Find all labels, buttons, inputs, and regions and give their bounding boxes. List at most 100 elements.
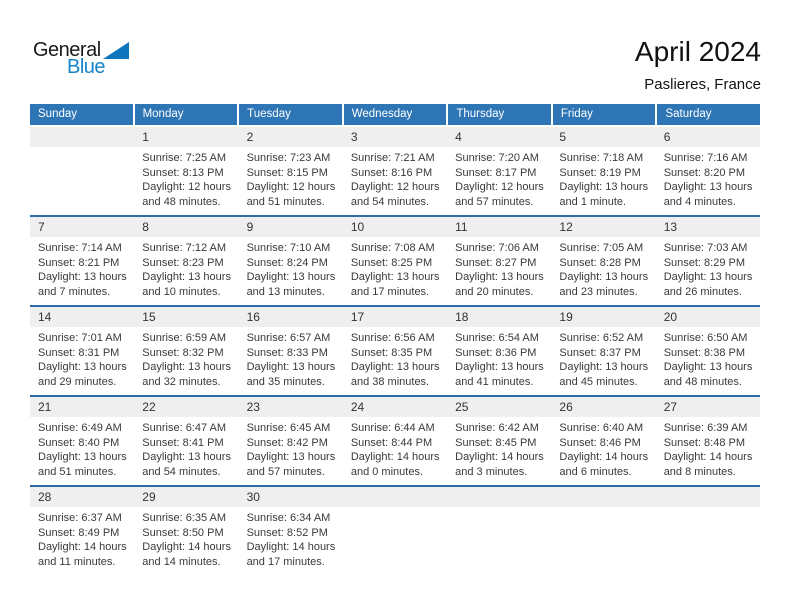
day-detail-line: Sunset: 8:40 PM	[38, 436, 120, 449]
day-detail-line: Sunset: 8:50 PM	[142, 526, 224, 539]
day-number: 13	[655, 217, 760, 237]
day-details: Sunrise: 6:40 AM Sunset: 8:46 PM Daylight:…	[551, 417, 655, 479]
day-detail-line: Daylight: 13 hours	[455, 361, 544, 373]
day-detail-line: Sunrise: 7:03 AM	[663, 242, 748, 254]
day-detail-line: Sunset: 8:32 PM	[142, 346, 224, 359]
day-details: Sunrise: 6:52 AM Sunset: 8:37 PM Daylight:…	[551, 327, 655, 389]
day-header-sunday: Sunday	[30, 104, 135, 125]
day-detail-line: and 8 minutes.	[663, 465, 736, 478]
day-number: 30	[238, 487, 343, 507]
day-detail-line: and 7 minutes.	[38, 285, 111, 298]
week-row-1: 1 Sunrise: 7:25 AM Sunset: 8:13 PM Daylight…	[30, 125, 760, 215]
day-detail-line: Daylight: 13 hours	[38, 361, 127, 373]
day-cell-16: 16 Sunrise: 6:57 AM Sunset: 8:33 PM Dayligh…	[238, 307, 343, 395]
day-detail-line: and 1 minute.	[559, 195, 627, 208]
day-cell-12: 12 Sunrise: 7:05 AM Sunset: 8:28 PM Dayligh…	[551, 217, 656, 305]
day-detail-line: Sunset: 8:20 PM	[663, 166, 746, 179]
day-number: 22	[134, 397, 239, 417]
day-detail-line: Daylight: 13 hours	[455, 271, 544, 283]
day-cell-4: 4 Sunrise: 7:20 AM Sunset: 8:17 PM Daylight…	[447, 127, 552, 215]
day-details: Sunrise: 7:08 AM Sunset: 8:25 PM Daylight:…	[343, 237, 447, 299]
day-cell-24: 24 Sunrise: 6:44 AM Sunset: 8:44 PM Dayligh…	[342, 397, 448, 485]
day-detail-line: Daylight: 13 hours	[663, 181, 753, 193]
day-details: Sunrise: 6:37 AM Sunset: 8:49 PM Daylight:…	[30, 507, 134, 569]
day-header-thursday: Thursday	[448, 104, 553, 125]
day-detail-line: and 17 minutes.	[246, 555, 325, 568]
day-detail-line: Daylight: 12 hours	[246, 181, 336, 193]
day-detail-line: Daylight: 14 hours	[455, 451, 544, 463]
day-detail-line: and 6 minutes.	[559, 465, 632, 478]
day-detail-line: Sunset: 8:38 PM	[663, 346, 746, 359]
day-details: Sunrise: 7:20 AM Sunset: 8:17 PM Daylight:…	[447, 147, 551, 209]
day-detail-line: Daylight: 13 hours	[559, 181, 649, 193]
day-detail-line: and 57 minutes.	[455, 195, 534, 208]
weeks: 1 Sunrise: 7:25 AM Sunset: 8:13 PM Daylight…	[30, 125, 760, 575]
day-details	[656, 507, 760, 511]
logo-triangle-icon	[102, 42, 129, 59]
day-cell-19: 19 Sunrise: 6:52 AM Sunset: 8:37 PM Dayligh…	[551, 307, 656, 395]
day-detail-line: and 45 minutes.	[559, 375, 638, 388]
day-number: 23	[238, 397, 343, 417]
day-number	[342, 487, 448, 507]
day-detail-line: and 51 minutes.	[246, 195, 325, 208]
day-cell-1: 1 Sunrise: 7:25 AM Sunset: 8:13 PM Daylight…	[134, 127, 239, 215]
day-details: Sunrise: 6:59 AM Sunset: 8:32 PM Daylight:…	[134, 327, 238, 389]
day-detail-line: Sunset: 8:16 PM	[350, 166, 433, 179]
day-details: Sunrise: 7:06 AM Sunset: 8:27 PM Daylight:…	[447, 237, 551, 299]
day-details: Sunrise: 6:34 AM Sunset: 8:52 PM Daylight:…	[239, 507, 343, 569]
day-detail-line: Sunrise: 7:20 AM	[455, 152, 539, 164]
day-header-monday: Monday	[135, 104, 240, 125]
day-details: Sunrise: 6:57 AM Sunset: 8:33 PM Daylight:…	[239, 327, 343, 389]
day-detail-line: Sunset: 8:48 PM	[663, 436, 746, 449]
day-details	[551, 507, 655, 511]
day-detail-line: Sunset: 8:28 PM	[559, 256, 641, 269]
day-detail-line: Daylight: 14 hours	[246, 541, 336, 553]
day-detail-line: Sunrise: 7:06 AM	[455, 242, 539, 254]
day-details: Sunrise: 7:03 AM Sunset: 8:29 PM Daylight:…	[656, 237, 760, 299]
day-detail-line: and 10 minutes.	[142, 285, 221, 298]
day-detail-line: Daylight: 14 hours	[663, 451, 753, 463]
day-detail-line: Daylight: 14 hours	[559, 451, 649, 463]
day-header-saturday: Saturday	[665, 108, 712, 120]
day-details: Sunrise: 6:35 AM Sunset: 8:50 PM Daylight:…	[134, 507, 238, 569]
day-cell-30: 30 Sunrise: 6:34 AM Sunset: 8:52 PM Dayligh…	[238, 487, 343, 575]
day-cell-21: 21 Sunrise: 6:49 AM Sunset: 8:40 PM Dayligh…	[30, 397, 135, 485]
day-detail-line: Sunrise: 7:12 AM	[142, 242, 227, 254]
day-number: 24	[342, 397, 448, 417]
day-detail-line: Daylight: 13 hours	[663, 271, 753, 283]
day-detail-line: Sunrise: 7:01 AM	[38, 332, 122, 344]
day-detail-line: and 54 minutes.	[350, 195, 430, 208]
day-cell-26: 26 Sunrise: 6:40 AM Sunset: 8:46 PM Dayligh…	[551, 397, 656, 485]
day-detail-line: Daylight: 13 hours	[142, 271, 231, 283]
day-number: 29	[134, 487, 239, 507]
day-number: 1	[134, 127, 239, 147]
day-number: 8	[134, 217, 239, 237]
day-cell-empty	[342, 487, 448, 575]
day-details: Sunrise: 7:10 AM Sunset: 8:24 PM Daylight:…	[239, 237, 343, 299]
day-detail-line: Sunset: 8:41 PM	[142, 436, 224, 449]
day-cell-15: 15 Sunrise: 6:59 AM Sunset: 8:32 PM Dayligh…	[134, 307, 239, 395]
day-cell-11: 11 Sunrise: 7:06 AM Sunset: 8:27 PM Dayligh…	[447, 217, 552, 305]
day-detail-line: Sunset: 8:35 PM	[350, 346, 433, 359]
day-number: 17	[342, 307, 448, 327]
day-details: Sunrise: 6:56 AM Sunset: 8:35 PM Daylight:…	[343, 327, 447, 389]
day-detail-line: Daylight: 13 hours	[559, 271, 649, 283]
day-details: Sunrise: 7:12 AM Sunset: 8:23 PM Daylight:…	[134, 237, 238, 299]
day-detail-line: and 35 minutes.	[246, 375, 325, 388]
day-cell-3: 3 Sunrise: 7:21 AM Sunset: 8:16 PM Daylight…	[342, 127, 448, 215]
day-detail-line: Sunset: 8:29 PM	[663, 256, 746, 269]
day-number: 5	[551, 127, 656, 147]
day-detail-line: Daylight: 13 hours	[559, 361, 649, 373]
day-detail-line: and 20 minutes.	[455, 285, 534, 298]
day-detail-line: Daylight: 12 hours	[350, 181, 440, 193]
day-detail-line: and 38 minutes.	[350, 375, 430, 388]
day-detail-line: Daylight: 13 hours	[142, 451, 231, 463]
week-row-4: 21 Sunrise: 6:49 AM Sunset: 8:40 PM Dayligh…	[30, 395, 760, 485]
day-number: 21	[30, 397, 135, 417]
day-number: 9	[238, 217, 343, 237]
day-detail-line: Daylight: 13 hours	[663, 361, 753, 373]
day-detail-line: and 17 minutes.	[350, 285, 430, 298]
day-detail-line: Daylight: 13 hours	[38, 451, 127, 463]
day-detail-line: Sunset: 8:44 PM	[350, 436, 433, 449]
day-number: 14	[30, 307, 135, 327]
